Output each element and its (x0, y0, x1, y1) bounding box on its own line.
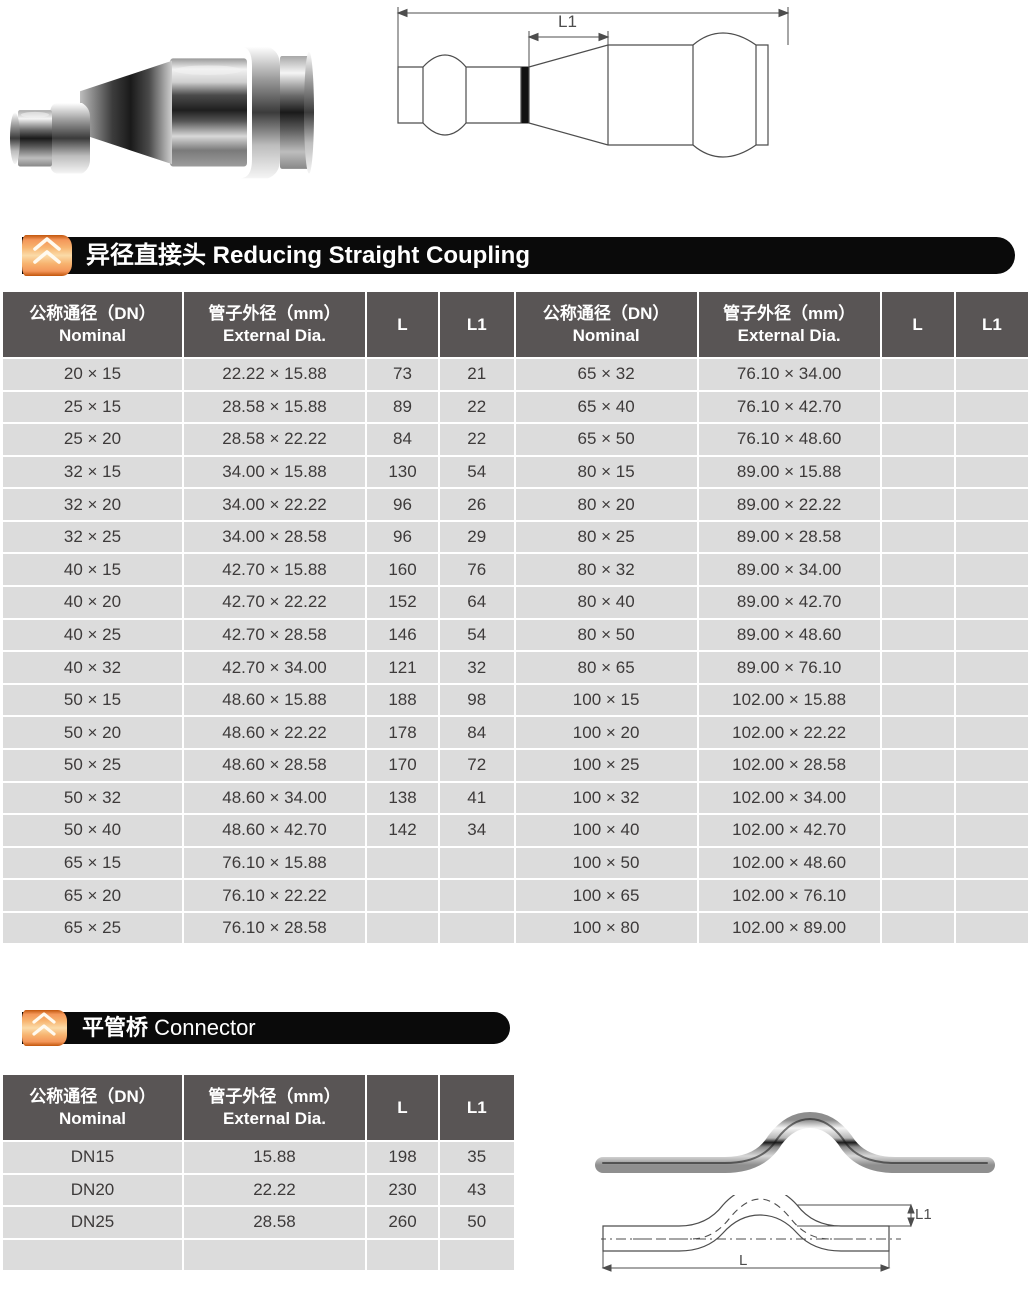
svg-text:L1: L1 (915, 1206, 932, 1223)
svg-text:L1: L1 (558, 12, 577, 31)
svg-text:L: L (739, 1252, 747, 1269)
